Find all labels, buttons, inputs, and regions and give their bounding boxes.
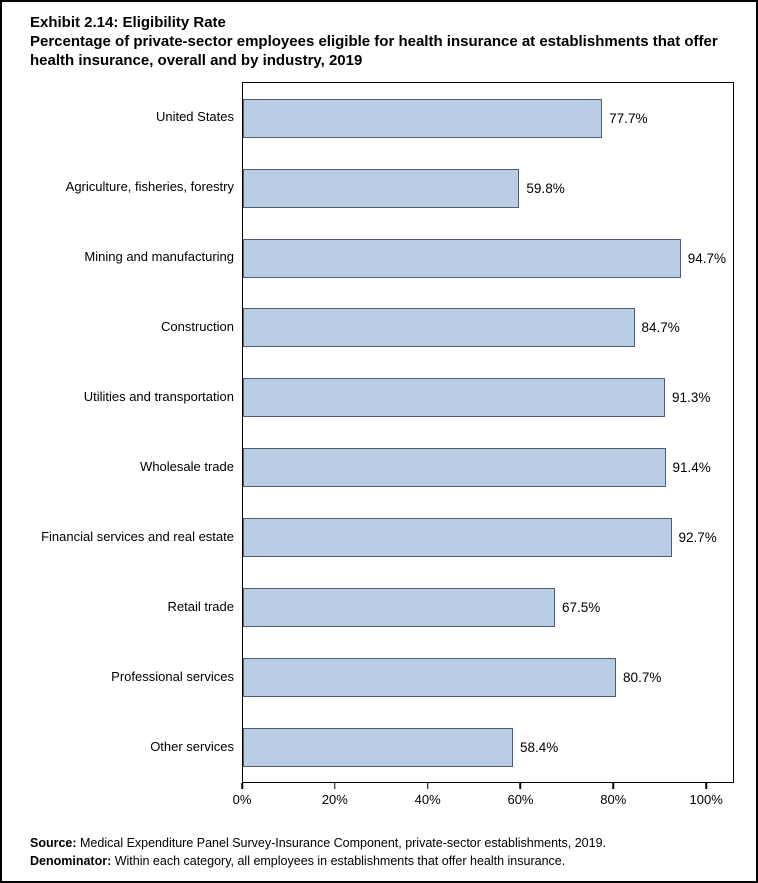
source-note: Source: Medical Expenditure Panel Survey… [30, 835, 728, 853]
source-text: Medical Expenditure Panel Survey-Insuran… [76, 836, 606, 851]
bar [243, 98, 603, 138]
bar-row: 77.7% [243, 83, 733, 153]
x-axis: 0% 20% 40% 60% 80% 100% [233, 783, 734, 817]
chart-subtitle: Percentage of private-sector employees e… [30, 32, 718, 69]
denominator-note: Denominator: Within each category, all e… [30, 853, 728, 871]
bar-row: 67.5% [243, 573, 733, 643]
tick-label: 20% [321, 792, 348, 808]
bar-row: 91.4% [243, 433, 733, 503]
denominator-text: Within each category, all employees in e… [111, 853, 566, 868]
plot-area: 77.7% 59.8% 94.7% 84.7% 91.3% 91.4% 92.7% 67.5%… [242, 82, 734, 784]
tick-mark [241, 783, 243, 790]
bar [243, 168, 520, 208]
tick-mark [426, 783, 429, 790]
category-label: Agriculture, fisheries, forestry [65, 179, 234, 195]
category-labels: United States Agriculture, fisheries, for… [28, 82, 242, 817]
tick-label: 40% [414, 792, 441, 808]
chart-title: Exhibit 2.14: Eligibility Rate [30, 14, 226, 31]
bar-value-label: 84.7% [641, 320, 680, 336]
category-label: Mining and manufacturing [84, 249, 234, 265]
category-label: Other services [150, 739, 234, 755]
category-label: Professional services [111, 669, 234, 685]
bar [243, 448, 666, 488]
tick-label: 60% [507, 792, 534, 808]
bar [243, 378, 666, 418]
source-label: Source: [30, 836, 77, 851]
bar-value-label: 91.4% [672, 460, 711, 476]
bar [243, 588, 556, 628]
bar-value-label: 80.7% [623, 669, 662, 685]
bar-row: 92.7% [243, 503, 733, 573]
category-label: United States [155, 109, 234, 125]
bar-value-label: 59.8% [526, 180, 565, 196]
bar-value-label: 94.7% [687, 250, 727, 266]
bar-value-label: 92.7% [678, 530, 717, 546]
chart-title-block: Exhibit 2.14: Eligibility Rate Percentag… [2, 2, 756, 70]
bar-value-label: 91.3% [672, 390, 711, 406]
category-label: Construction [161, 319, 234, 335]
bar-value-label: 58.4% [519, 739, 559, 755]
bar [243, 657, 617, 697]
category-label: Financial services and real estate [41, 529, 234, 545]
tick-label: 0% [232, 792, 252, 808]
category-label: Utilities and transportation [83, 389, 234, 405]
bar-row: 84.7% [243, 293, 733, 363]
category-label: Wholesale trade [140, 459, 234, 475]
tick-label: 80% [600, 792, 627, 808]
footer-notes: Source: Medical Expenditure Panel Survey… [2, 817, 756, 870]
bar [243, 518, 672, 558]
bar-row: 58.4% [243, 712, 733, 782]
denominator-label: Denominator: [30, 853, 112, 868]
bar-value-label: 77.7% [609, 110, 648, 126]
bar-row: 94.7% [243, 223, 733, 293]
bar-row: 91.3% [243, 363, 733, 433]
tick-mark [334, 783, 336, 790]
bar-value-label: 67.5% [562, 600, 601, 616]
tick-mark [705, 783, 707, 790]
tick-mark [519, 783, 522, 790]
bar-row: 59.8% [243, 153, 733, 223]
category-label: Retail trade [167, 599, 234, 615]
bar-row: 80.7% [243, 643, 733, 713]
bar [243, 238, 681, 278]
chart-area: United States Agriculture, fisheries, for… [28, 82, 734, 817]
plot-column: 77.7% 59.8% 94.7% 84.7% 91.3% 91.4% 92.7% 67.5%… [233, 82, 734, 817]
bar [243, 727, 513, 767]
bar [243, 308, 635, 348]
tick-mark [612, 783, 615, 790]
tick-label: 100% [689, 792, 723, 808]
